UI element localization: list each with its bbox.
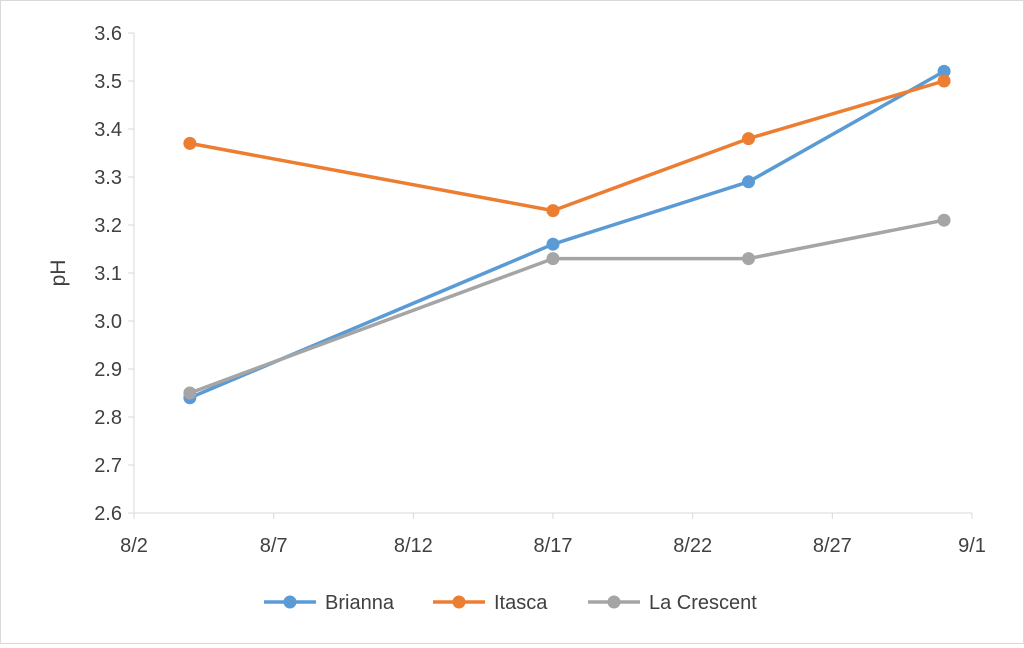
y-tick-label: 3.4 xyxy=(94,119,122,141)
legend-label: Itasca xyxy=(494,592,548,614)
data-point xyxy=(546,252,560,266)
data-point xyxy=(937,213,951,227)
axes: 2.6 2.7 2.8 2.9 3.0 3.1 3.2 3.3 3.4 3.5 3.6 8/2 8/7 8… xyxy=(47,23,986,557)
data-point xyxy=(546,237,560,251)
legend: Brianna Itasca La Crescent xyxy=(264,592,757,614)
x-tick-label: 8/17 xyxy=(534,535,573,557)
legend-marker xyxy=(607,595,621,609)
x-tick-label: 8/2 xyxy=(120,535,148,557)
series-line xyxy=(188,69,946,400)
x-tick-label: 9/1 xyxy=(958,535,986,557)
data-point xyxy=(742,252,756,266)
x-tick-label: 8/27 xyxy=(813,535,852,557)
series-la-crescent xyxy=(183,213,951,400)
legend-marker xyxy=(452,595,466,609)
y-tick-label: 3.5 xyxy=(94,71,122,93)
legend-label: La Crescent xyxy=(649,592,757,614)
series-lines xyxy=(183,64,951,405)
x-tick-label: 8/22 xyxy=(673,535,712,557)
data-point xyxy=(546,204,560,218)
data-point xyxy=(937,64,951,78)
legend-item: Brianna xyxy=(264,592,395,614)
y-tick-label: 3.1 xyxy=(94,263,122,285)
y-tick-label: 3.6 xyxy=(94,23,122,45)
x-tick-label: 8/12 xyxy=(394,535,433,557)
series-line xyxy=(188,218,946,395)
y-tick-label: 2.6 xyxy=(94,503,122,525)
data-point xyxy=(183,386,197,400)
legend-marker xyxy=(283,595,297,609)
y-tick-label: 3.3 xyxy=(94,167,122,189)
legend-item: La Crescent xyxy=(588,592,757,614)
y-tick-label: 2.9 xyxy=(94,359,122,381)
data-point xyxy=(742,175,756,189)
y-tick-label: 3.0 xyxy=(94,311,122,333)
y-tick-label: 2.7 xyxy=(94,455,122,477)
y-axis-title: pH xyxy=(47,260,70,287)
y-tick-label: 2.8 xyxy=(94,407,122,429)
data-point xyxy=(937,74,951,88)
y-tick-label: 3.2 xyxy=(94,215,122,237)
legend-label: Brianna xyxy=(325,592,395,614)
series-itasca xyxy=(183,74,951,218)
x-tick-label: 8/7 xyxy=(260,535,288,557)
series-line xyxy=(188,79,946,213)
legend-item: Itasca xyxy=(433,592,548,614)
data-point xyxy=(183,136,197,150)
data-point xyxy=(742,132,756,146)
